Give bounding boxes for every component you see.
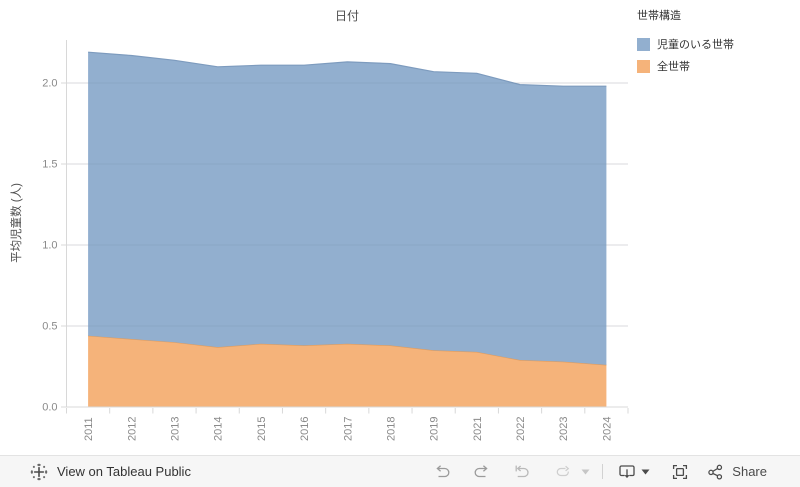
stacked-area-chart[interactable]: 0.0 0.5 1.0 1.5 2.0 2011 2012 2013 2014 2015 2016 2… [0,0,800,455]
x-tick-label: 2024 [601,417,613,441]
tableau-toolbar: View on Tableau Public [0,455,800,487]
undo-button[interactable] [431,460,455,484]
view-on-tableau-public-label: View on Tableau Public [57,464,191,479]
share-label: Share [732,464,767,479]
legend-item-with-children[interactable]: 児童のいる世帯 [637,33,734,55]
redo-button[interactable] [469,460,493,484]
x-tick-label: 2021 [472,417,484,441]
view-on-tableau-public-link[interactable]: View on Tableau Public [30,463,191,481]
redo-icon [474,464,488,477]
fullscreen-button[interactable] [668,460,692,484]
x-tick-label: 2017 [342,417,354,441]
refresh-icon [556,465,570,476]
y-tick-label: 0.0 [42,402,57,414]
toolbar-actions: Share [431,460,767,484]
refresh-button[interactable] [551,460,575,484]
x-tick-label: 2015 [256,417,268,441]
download-icon [619,464,635,478]
download-button[interactable] [616,460,652,484]
chart-region: 日付 平均児童数 (人) 0.0 0.5 1.0 1.5 2.0 2011 2012 2013… [0,0,800,455]
x-tick-label: 2011 [83,417,95,441]
share-button[interactable]: Share [706,460,767,484]
legend-item-label: 児童のいる世帯 [657,39,734,51]
chevron-down-icon [641,469,650,474]
x-tick-label: 2019 [429,417,441,441]
y-tick-label: 1.5 [42,159,57,171]
y-tick-label: 0.5 [42,321,57,333]
legend-item-all-households[interactable]: 全世帯 [637,55,734,77]
y-tick-label: 1.0 [42,240,57,252]
undo-icon [436,464,450,477]
toolbar-divider [602,464,604,479]
x-tick-label: 2013 [170,417,182,441]
revert-icon [515,465,529,477]
legend: 世帯構造 児童のいる世帯 全世帯 [637,7,734,77]
area-all-households[interactable] [88,335,607,407]
x-tick-label: 2016 [299,417,311,441]
x-tick-label: 2022 [515,417,527,441]
x-tick-label: 2018 [385,417,397,441]
legend-swatch-blue [637,37,650,51]
area-households-with-children[interactable] [88,52,607,365]
x-axis-title: 日付 [334,9,359,23]
revert-button[interactable] [510,460,534,484]
fullscreen-icon [673,464,688,479]
y-tick-label: 2.0 [42,78,57,90]
legend-item-label: 全世帯 [657,61,690,73]
share-icon [708,464,723,480]
x-tick-label: 2023 [558,417,570,441]
chevron-down-icon [581,469,590,474]
tableau-logo-icon [30,463,48,481]
legend-swatch-orange [637,59,650,73]
legend-title: 世帯構造 [637,10,681,22]
x-tick-label: 2014 [213,417,225,441]
area-border-households-with-children [88,51,607,87]
x-tick-label: 2012 [126,417,138,441]
refresh-menu-caret[interactable] [577,460,593,484]
